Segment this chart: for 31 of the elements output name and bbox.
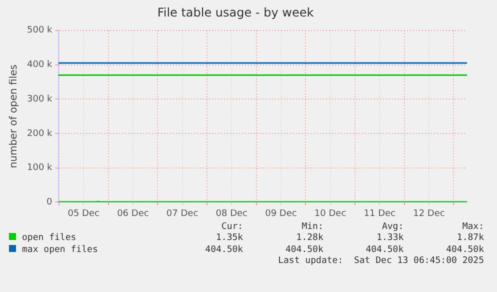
text: 1.35k bbox=[215, 232, 244, 244]
chart-title: File table usage - by week bbox=[157, 5, 314, 20]
x-tick-label: 09 Dec bbox=[265, 208, 297, 219]
text: 404.50k bbox=[445, 244, 485, 256]
y-tick-label: 500 k bbox=[26, 26, 54, 36]
text: 1.33k bbox=[376, 232, 405, 244]
y-tick-label: 300 k bbox=[26, 94, 54, 104]
y-tick-label: 200 k bbox=[26, 128, 54, 139]
y-tick-label: 100 k bbox=[26, 163, 54, 174]
text: 1.87k bbox=[456, 232, 485, 244]
text: 404.50k bbox=[364, 244, 405, 256]
x-tick-label: 06 Dec bbox=[117, 208, 149, 219]
x-tick-label: 10 Dec bbox=[314, 208, 346, 219]
y-tick-label: 0 bbox=[46, 198, 53, 208]
text: Avg: bbox=[380, 222, 405, 232]
x-tick-label: 07 Dec bbox=[166, 208, 198, 219]
text: Cur: bbox=[220, 222, 244, 232]
legend-label: open files bbox=[21, 232, 78, 244]
text: 404.50k bbox=[284, 244, 324, 256]
text: Min: bbox=[300, 222, 324, 232]
text: Max: bbox=[461, 222, 485, 232]
text: 1.28k bbox=[295, 232, 324, 244]
y-tick-label: 400 k bbox=[26, 60, 54, 70]
y-axis-title: number of open files bbox=[8, 64, 20, 168]
x-tick-label: 11 Dec bbox=[364, 208, 396, 219]
text: 404.50k bbox=[204, 244, 244, 256]
legend-label: max open files bbox=[21, 244, 99, 256]
text: Last update: Sat Dec 13 06:45:00 2025 bbox=[277, 256, 485, 266]
x-tick-label: 05 Dec bbox=[68, 208, 100, 219]
x-tick-label: 08 Dec bbox=[216, 208, 248, 219]
x-tick-label: 12 Dec bbox=[413, 208, 445, 219]
